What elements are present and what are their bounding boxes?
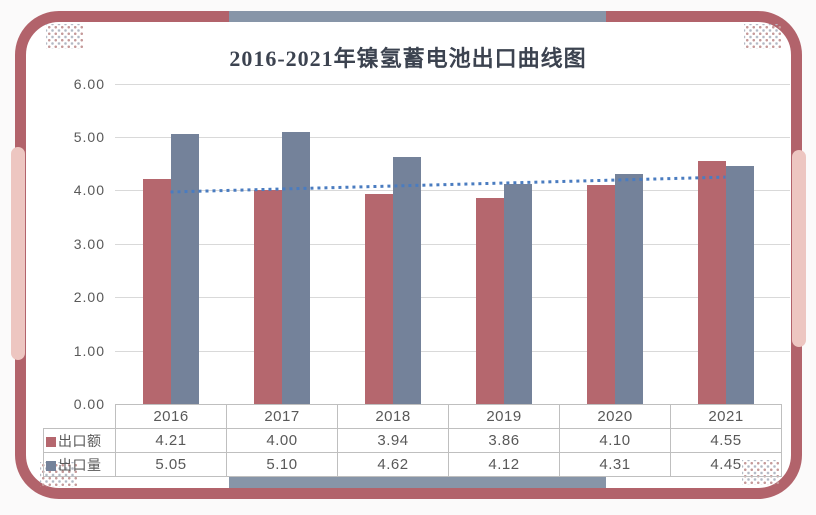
y-axis-tick-label: 4.00 <box>73 182 105 198</box>
bar-export-value-2017 <box>254 190 282 404</box>
gridline <box>115 297 790 298</box>
value-cell: 4.00 <box>226 428 338 453</box>
value-cell: 4.45 <box>670 452 782 477</box>
year-header-cell: 2021 <box>670 404 782 429</box>
bar-export-volume-2021 <box>726 166 754 404</box>
table-header-row: 2016 2017 2018 2019 2020 2021 <box>44 404 782 429</box>
value-cell: 4.62 <box>337 452 449 477</box>
value-cell: 4.31 <box>559 452 671 477</box>
gridline <box>115 244 790 245</box>
bar-export-value-2020 <box>587 185 615 404</box>
series-label: 出口额 <box>58 432 102 449</box>
dot-grid-decoration-icon <box>744 24 781 49</box>
left-accent-pill <box>11 147 25 360</box>
y-axis-tick-label: 6.00 <box>73 76 105 92</box>
bar-export-value-2021 <box>698 161 726 404</box>
gridline <box>115 190 790 191</box>
value-cell: 4.12 <box>448 452 560 477</box>
series-label-cell: 出口量 <box>43 452 116 477</box>
table-row: 出口量 5.05 5.10 4.62 4.12 4.31 4.45 <box>43 452 782 477</box>
bar-export-volume-2016 <box>171 134 199 404</box>
value-cell: 3.94 <box>337 428 449 453</box>
bar-export-value-2019 <box>476 198 504 404</box>
y-axis-tick-label: 0.00 <box>73 396 105 412</box>
chart-data-table: 2016 2017 2018 2019 2020 2021 出口额 4.21 4.00 3.94 3… <box>43 404 782 477</box>
value-cell: 4.10 <box>559 428 671 453</box>
bar-export-volume-2019 <box>504 184 532 404</box>
value-cell: 3.86 <box>448 428 560 453</box>
value-cell: 4.21 <box>115 428 227 453</box>
bar-export-volume-2018 <box>393 157 421 404</box>
year-header-cell: 2018 <box>337 404 449 429</box>
series-label-cell: 出口额 <box>43 428 116 453</box>
chart-title: 2016-2021年镍氢蓄电池出口曲线图 <box>229 45 587 71</box>
year-header-cell: 2020 <box>559 404 671 429</box>
gridline <box>115 84 790 85</box>
year-header-cell: 2017 <box>226 404 338 429</box>
year-header-cell: 2016 <box>115 404 227 429</box>
bottom-accent-bar <box>229 477 606 488</box>
bar-export-value-2016 <box>143 179 171 404</box>
year-header-cell: 2019 <box>448 404 560 429</box>
bar-export-volume-2017 <box>282 132 310 404</box>
bar-export-value-2018 <box>365 194 393 404</box>
y-axis-tick-label: 2.00 <box>73 289 105 305</box>
y-axis-tick-label: 3.00 <box>73 236 105 252</box>
value-cell: 4.55 <box>670 428 782 453</box>
series-label: 出口量 <box>58 456 102 473</box>
gridline <box>115 137 790 138</box>
y-axis-tick-label: 5.00 <box>73 129 105 145</box>
bar-export-volume-2020 <box>615 174 643 404</box>
top-accent-bar <box>229 11 606 22</box>
value-cell: 5.10 <box>226 452 338 477</box>
gridline <box>115 351 790 352</box>
value-cell: 5.05 <box>115 452 227 477</box>
table-row: 出口额 4.21 4.00 3.94 3.86 4.10 4.55 <box>43 428 782 453</box>
y-axis-tick-label: 1.00 <box>73 343 105 359</box>
right-accent-pill <box>792 150 806 347</box>
legend-swatch-export-value-icon <box>46 436 56 447</box>
table-corner-cell <box>44 405 116 429</box>
dot-grid-decoration-icon <box>46 24 83 49</box>
legend-swatch-export-volume-icon <box>46 460 56 471</box>
